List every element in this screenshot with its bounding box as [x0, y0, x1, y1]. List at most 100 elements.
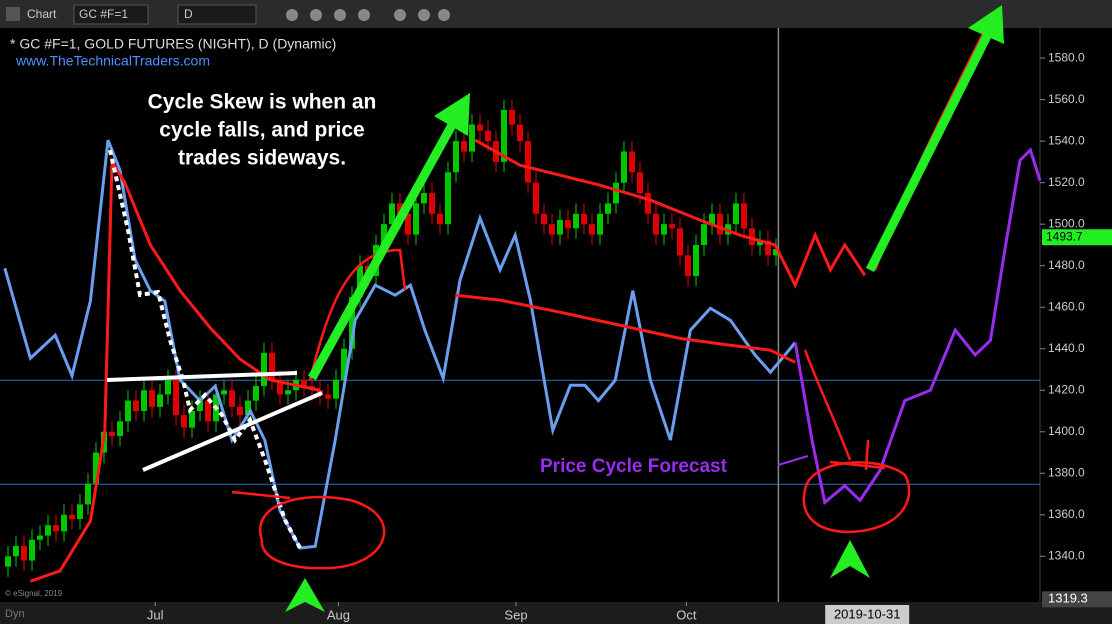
candle-body: [141, 390, 147, 412]
candle-body: [717, 213, 723, 235]
y-tick-label: 1440.0: [1048, 341, 1085, 355]
candle-body: [525, 141, 531, 183]
candle-body: [629, 151, 635, 173]
candle-body: [413, 203, 419, 235]
candle-body: [269, 352, 275, 380]
candle-body: [653, 213, 659, 235]
candle-body: [509, 110, 515, 125]
cursor-label: 2019-10-31: [834, 606, 901, 621]
interval-box[interactable]: [177, 4, 257, 25]
candle-body: [285, 390, 291, 395]
candle-body: [621, 151, 627, 183]
watermark: © eSignal, 2019: [5, 589, 63, 598]
toolbar-mode: Dyn: [5, 608, 25, 620]
candle-body: [109, 431, 115, 436]
candle-body: [613, 182, 619, 204]
candle-body: [461, 141, 467, 152]
red-scribble: [308, 248, 407, 381]
y-tick-label: 1380.0: [1048, 465, 1085, 479]
candle-body: [597, 213, 603, 235]
green-arrowhead: [968, 5, 1004, 44]
candle-body: [85, 483, 91, 505]
last-price-box: [1042, 229, 1112, 246]
red-circle: [231, 490, 386, 570]
annotation: Price Cycle Forecast: [540, 456, 728, 477]
candle-body: [549, 224, 555, 235]
x-tick-label: Aug: [327, 607, 350, 622]
candle-body: [325, 394, 331, 399]
candle-body: [277, 379, 283, 395]
candle-body: [221, 390, 227, 395]
chart-subtitle: www.TheTechnicalTraders.com: [15, 53, 210, 69]
axis-low-label: 1319.3: [1048, 591, 1088, 606]
red-scribble: [803, 349, 852, 461]
candle-body: [437, 213, 443, 225]
candle-body: [557, 220, 563, 235]
candle-body: [469, 124, 475, 152]
candle-body: [165, 379, 171, 395]
candle-body: [757, 240, 763, 245]
x-tick-label: Sep: [504, 607, 527, 622]
white-dotted: [108, 149, 302, 549]
toolbar-icon: [6, 7, 20, 21]
y-tick-label: 1500.0: [1048, 216, 1085, 230]
candle-body: [125, 400, 131, 422]
indicator-line: [455, 293, 796, 364]
candle-body: [173, 379, 179, 416]
candle-body: [53, 525, 59, 532]
candle-body: [589, 224, 595, 235]
cursor-label-box: [825, 605, 910, 624]
candle-body: [453, 141, 459, 173]
y-tick-label: 1360.0: [1048, 507, 1085, 521]
indicator-line: [29, 156, 321, 583]
candle-body: [685, 255, 691, 277]
candle-body: [445, 172, 451, 225]
green-arrow: [865, 31, 993, 273]
x-axis-area: [0, 602, 1112, 624]
candle-body: [773, 249, 779, 256]
y-tick-label: 1400.0: [1048, 424, 1085, 438]
indicator-line: [3, 139, 797, 550]
candle-body: [389, 203, 395, 225]
candle-body: [197, 400, 203, 412]
y-tick-label: 1540.0: [1048, 133, 1085, 147]
candle-body: [229, 390, 235, 407]
candle-body: [189, 411, 195, 428]
candle-body: [421, 193, 427, 204]
y-tick-label: 1480.0: [1048, 258, 1085, 272]
candle-body: [29, 539, 35, 561]
candle-body: [677, 228, 683, 256]
candle-body: [45, 525, 51, 536]
candle-body: [669, 224, 675, 229]
symbol-box[interactable]: [73, 4, 149, 25]
candle-body: [517, 124, 523, 142]
y-tick-label: 1580.0: [1048, 50, 1085, 64]
candle-body: [237, 406, 243, 416]
candle-body: [429, 193, 435, 214]
plot: [0, 28, 1042, 602]
candle-body: [157, 394, 163, 407]
candle-body: [637, 172, 643, 194]
green-up-arrow: [285, 578, 325, 612]
candle-body: [541, 213, 547, 225]
toolbar-icons: [286, 9, 450, 21]
candle-body: [397, 203, 403, 214]
annotation: cycle falls, and price: [159, 119, 364, 142]
green-up-arrow: [830, 540, 870, 578]
candle-body: [381, 224, 387, 245]
candle-body: [333, 379, 339, 399]
candle-body: [741, 203, 747, 229]
candle-body: [117, 421, 123, 436]
candle-body: [253, 386, 259, 401]
candle-body: [477, 124, 483, 131]
candle-body: [749, 228, 755, 245]
y-tick-label: 1340.0: [1048, 549, 1085, 563]
annotation: trades sideways.: [178, 147, 346, 170]
candle-body: [133, 400, 139, 412]
purple-pointer: [777, 455, 809, 466]
toolbar-app: Chart: [27, 7, 57, 21]
annotation: Cycle Skew is when an: [148, 91, 377, 114]
candle-body: [181, 415, 187, 428]
toolbar-interval: D: [184, 7, 193, 21]
